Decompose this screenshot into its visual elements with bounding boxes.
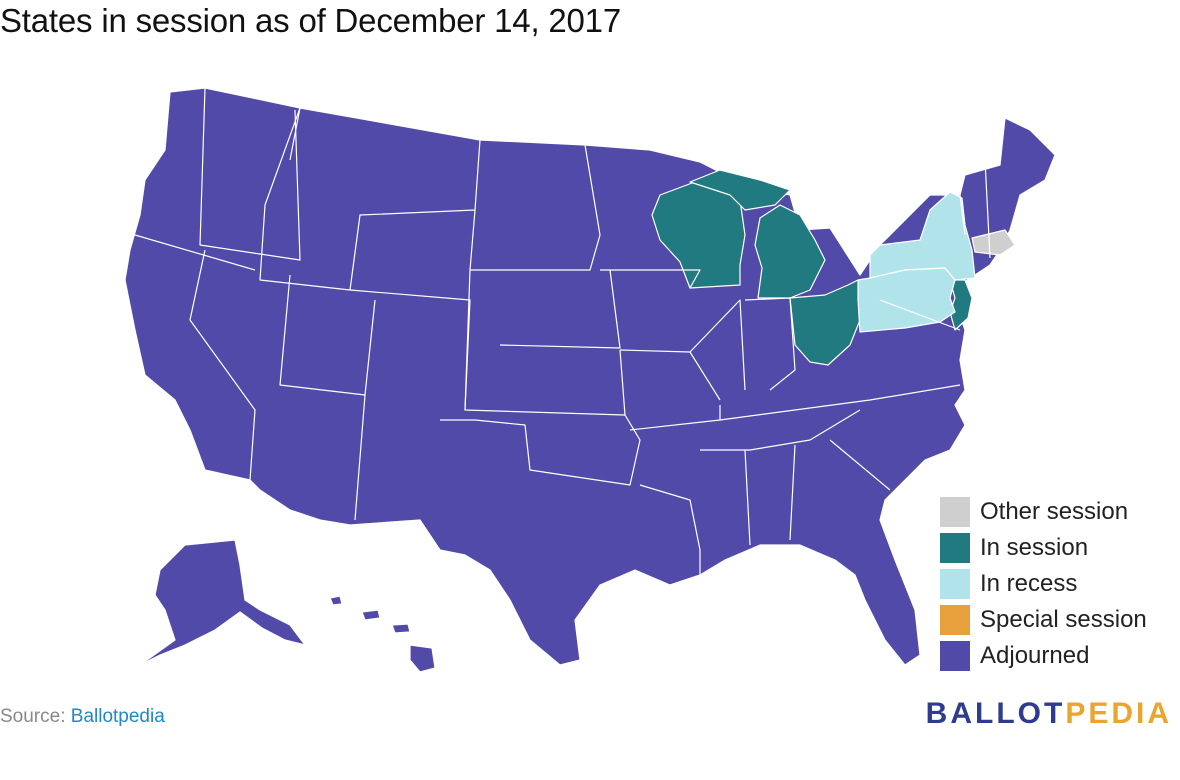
legend-item-in-session: In session — [940, 530, 1147, 566]
state-hawaii-3 — [391, 623, 411, 634]
legend-item-other-session: Other session — [940, 494, 1147, 530]
legend-label: Adjourned — [980, 642, 1090, 669]
state-hawaii-4 — [409, 644, 436, 673]
source-prefix: Source: — [0, 706, 71, 727]
legend-swatch-adjourned — [940, 641, 970, 671]
state-borders — [134, 87, 991, 575]
legend-label: Other session — [980, 498, 1129, 525]
legend-swatch-in-recess — [940, 569, 970, 599]
state-hawaii-1 — [329, 595, 343, 606]
logo-part-ballot: BALLOT — [925, 697, 1066, 730]
legend-label: In recess — [980, 570, 1078, 597]
state-hawaii-2 — [361, 609, 381, 621]
legend: Other session In session In recess Speci… — [940, 494, 1147, 674]
legend-swatch-other-session — [940, 497, 970, 527]
legend-item-in-recess: In recess — [940, 566, 1147, 602]
page-title: States in session as of December 14, 201… — [0, 2, 621, 39]
source-credit: Source: Ballotpedia — [0, 706, 165, 728]
state-michigan-lower — [754, 204, 826, 299]
ballotpedia-logo: BALLOTPEDIA — [926, 697, 1172, 731]
state-ohio — [789, 279, 861, 366]
state-new-jersey — [949, 279, 973, 331]
source-link[interactable]: Ballotpedia — [70, 706, 165, 727]
legend-item-special-session: Special session — [940, 602, 1147, 638]
legend-swatch-special-session — [940, 605, 970, 635]
legend-label: In session — [980, 534, 1089, 561]
state-massachusetts — [971, 229, 1016, 256]
legend-label: Special session — [980, 606, 1147, 633]
legend-item-adjourned: Adjourned — [940, 638, 1147, 674]
logo-part-pedia: PEDIA — [1065, 697, 1172, 730]
state-alaska — [139, 539, 306, 666]
legend-swatch-in-session — [940, 533, 970, 563]
state-pennsylvania — [857, 267, 956, 333]
state-michigan-upper — [689, 169, 791, 211]
